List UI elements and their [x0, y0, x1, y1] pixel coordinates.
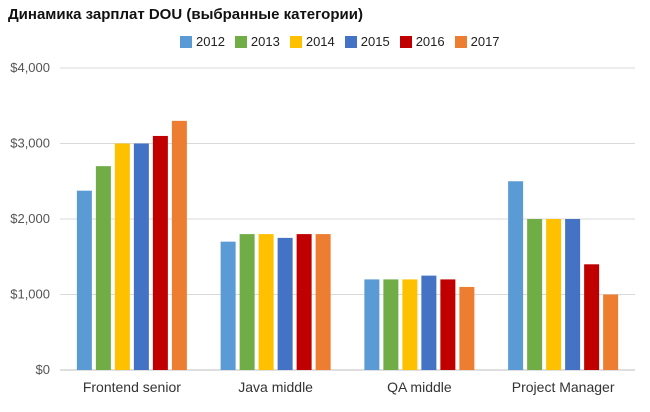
legend-item-2015: 2015	[344, 34, 390, 49]
legend-label: 2014	[305, 34, 335, 49]
bars	[76, 120, 619, 370]
x-axis-labels: Frontend senior Java middle QA middle Proje…	[83, 379, 615, 395]
x-category-label: QA middle	[387, 379, 452, 395]
legend-item-2016: 2016	[399, 34, 445, 49]
legend-item-2012: 2012	[180, 34, 225, 49]
bar-2017-java-middle	[315, 234, 331, 370]
y-axis-ticks: $0 $1,000 $2,000 $3,000 $4,000	[10, 60, 50, 377]
bar-2012-frontend-senior	[76, 190, 92, 370]
bar-2013-qa-middle	[383, 279, 399, 370]
legend-label: 2015	[360, 34, 390, 49]
bar-2016-java-middle	[296, 234, 312, 370]
legend-item-2014: 2014	[289, 34, 335, 49]
bar-2017-project-manager	[603, 294, 619, 370]
legend-label: 2012	[196, 34, 225, 49]
bar-2015-java-middle	[277, 237, 293, 370]
legend-swatch	[180, 35, 192, 48]
y-tick-label: $1,000	[10, 287, 50, 302]
chart-title: Динамика зарплат DOU (выбранные категори…	[8, 6, 363, 23]
bar-2014-project-manager	[546, 219, 562, 370]
bar-2017-qa-middle	[459, 286, 475, 370]
legend-swatch	[454, 35, 467, 48]
bar-2015-qa-middle	[421, 275, 437, 370]
legend-label: 2016	[415, 34, 445, 49]
y-tick-label: $0	[36, 362, 50, 377]
bar-2013-frontend-senior	[95, 166, 111, 370]
bar-2012-java-middle	[220, 241, 236, 370]
y-tick-label: $2,000	[10, 211, 50, 226]
bar-2014-frontend-senior	[114, 143, 130, 370]
x-category-label: Java middle	[238, 379, 313, 395]
bar-2013-project-manager	[527, 219, 543, 370]
legend-label: 2017	[470, 34, 500, 49]
bar-2012-qa-middle	[364, 279, 380, 370]
legend-item-2017: 2017	[454, 34, 500, 49]
bar-2015-project-manager	[565, 219, 581, 370]
bar-2014-qa-middle	[402, 279, 418, 370]
y-tick-label: $3,000	[10, 136, 50, 151]
bar-2016-project-manager	[584, 264, 600, 370]
bar-2016-frontend-senior	[152, 135, 168, 370]
chart-legend: 2012 2013 2014 2015 2016 2017	[180, 34, 500, 49]
bar-2014-java-middle	[258, 234, 274, 370]
legend-swatch	[344, 35, 357, 48]
legend-label: 2013	[250, 34, 280, 49]
legend-swatch	[234, 35, 247, 48]
bar-2012-project-manager	[508, 181, 524, 370]
bar-2016-qa-middle	[440, 279, 456, 370]
legend-swatch	[289, 35, 302, 48]
legend-item-2013: 2013	[234, 34, 280, 49]
bar-2015-frontend-senior	[133, 143, 149, 370]
bar-2017-frontend-senior	[171, 120, 187, 370]
legend-swatch	[399, 35, 412, 48]
bar-2013-java-middle	[239, 234, 255, 370]
x-category-label: Frontend senior	[83, 379, 181, 395]
y-tick-label: $4,000	[10, 60, 50, 75]
x-category-label: Project Manager	[512, 379, 615, 395]
